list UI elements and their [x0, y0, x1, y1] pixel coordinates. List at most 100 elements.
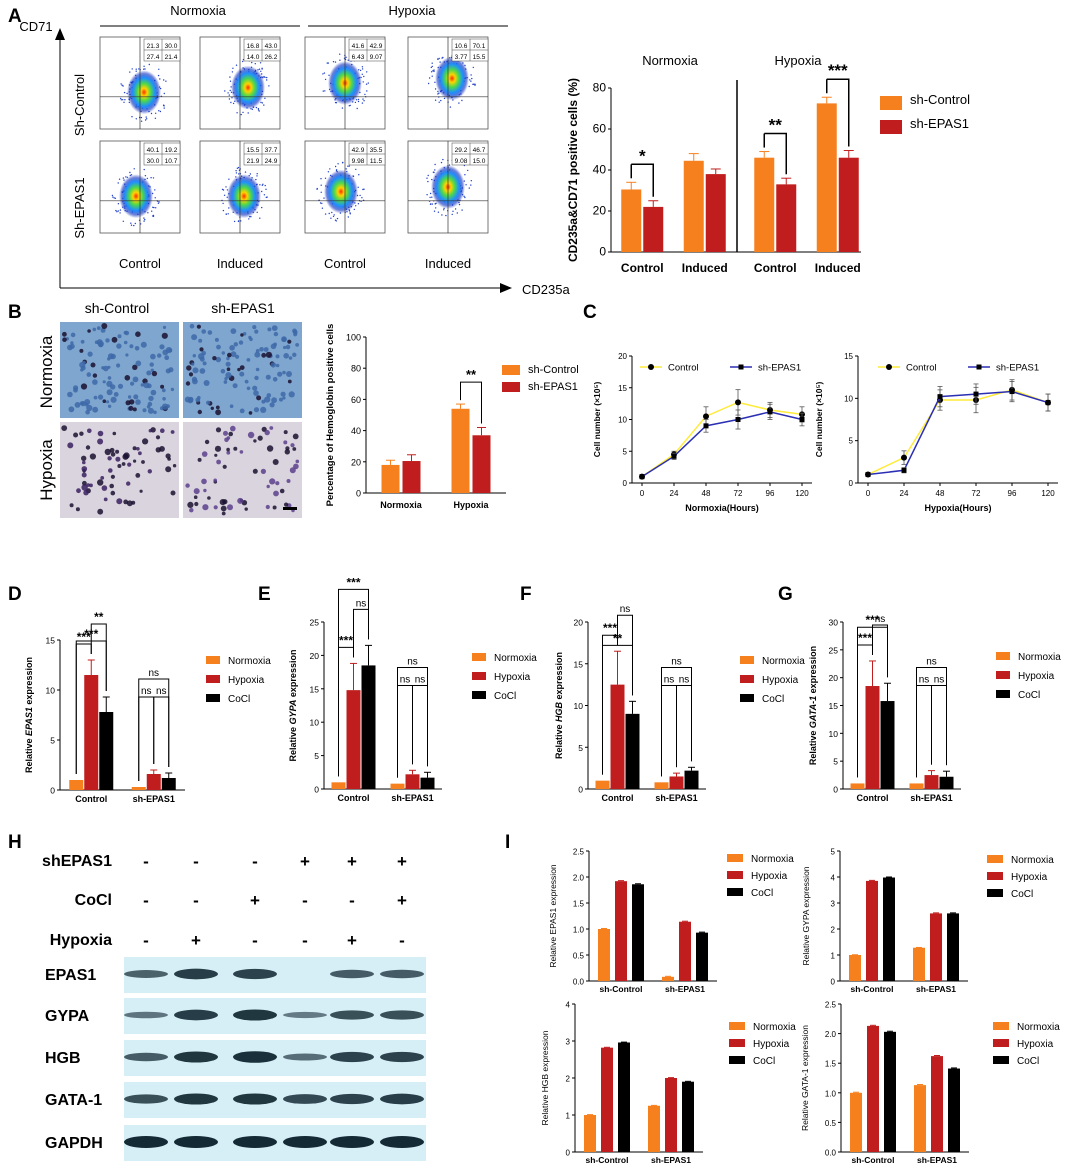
flow-event-dot — [122, 99, 124, 101]
flow-event-dot — [324, 78, 327, 81]
flow-event-dot — [432, 70, 434, 72]
quadrant-value-lr: 15.0 — [473, 158, 486, 165]
wb-condition-sign: - — [143, 852, 149, 871]
stain-cell — [230, 425, 236, 432]
wb-band — [380, 1093, 424, 1105]
x-tick-label: 96 — [766, 489, 775, 498]
stain-row-label-normoxia: Normoxia — [37, 335, 56, 408]
legend-swatch — [472, 691, 486, 699]
stain-cell — [121, 462, 126, 466]
stain-cell — [160, 428, 165, 434]
stain-cell — [81, 484, 88, 491]
stain-cell — [81, 466, 88, 472]
flow-event-dot — [266, 196, 268, 198]
legend-swatch — [206, 675, 220, 683]
significance-label: ns — [400, 674, 411, 685]
panel-label-H: H — [8, 832, 22, 853]
quadrant-value-lr: 10.7 — [165, 158, 178, 165]
flow-event-dot — [427, 174, 429, 177]
series-line-sh-epas1 — [867, 390, 1049, 476]
stain-cell — [75, 507, 80, 512]
flow-event-dot — [451, 213, 453, 216]
panel-label-I: I — [505, 832, 510, 853]
bar-hypoxia — [405, 774, 420, 789]
legend-swatch — [729, 1022, 745, 1030]
flow-event-dot — [261, 206, 263, 209]
wb-condition-sign: - — [252, 931, 258, 950]
flow-event-dot — [163, 107, 165, 109]
stain-cell — [249, 337, 253, 342]
stain-cell — [215, 356, 222, 363]
stain-cell — [284, 502, 289, 507]
category-label: Control — [621, 261, 664, 275]
stain-cell — [101, 366, 105, 370]
bar-normoxia — [850, 783, 865, 789]
stain-cell — [279, 397, 283, 402]
stain-cell — [191, 334, 198, 341]
flow-event-dot — [464, 196, 466, 199]
flow-event-dot — [365, 83, 368, 85]
legend-label: sh-Control — [528, 364, 579, 376]
stain-cell — [228, 431, 233, 437]
stain-cell — [269, 478, 276, 485]
flow-event-dot — [458, 203, 461, 206]
flow-event-dot — [228, 178, 230, 180]
stain-cell — [232, 383, 238, 389]
y-axis-label: Relative EPAS1 expression — [548, 864, 558, 968]
wb-band — [380, 1010, 424, 1020]
stain-cell — [199, 368, 206, 374]
flow-event-dot — [261, 190, 263, 193]
stain-cell — [237, 497, 244, 504]
quadrant-value-ul: 41.6 — [352, 43, 365, 50]
stain-cell — [81, 472, 87, 478]
category-label: sh-EPAS1 — [133, 794, 175, 804]
flow-event-dot — [430, 66, 432, 69]
stain-cell — [215, 409, 222, 416]
category-label: Control — [857, 793, 889, 803]
significance-label: ns — [141, 686, 152, 697]
wb-band — [380, 969, 424, 979]
flow-density-blob — [227, 174, 261, 219]
stain-cell — [198, 353, 205, 360]
flow-event-dot — [232, 67, 234, 70]
flow-event-dot — [235, 172, 238, 174]
stain-cell — [287, 379, 292, 384]
y-tick-label: 80 — [351, 364, 361, 374]
flow-event-dot — [115, 209, 117, 212]
stain-cell — [170, 430, 175, 434]
wb-condition-label: Hypoxia — [50, 932, 112, 949]
stain-cell — [162, 349, 169, 356]
stain-cell — [140, 383, 144, 387]
flow-event-dot — [143, 65, 145, 68]
flow-event-dot — [442, 56, 444, 59]
stain-cell — [246, 358, 251, 362]
stain-cell — [142, 408, 147, 413]
flow-event-dot — [152, 206, 154, 208]
wb-band-label: GYPA — [45, 1008, 90, 1025]
stain-cell — [127, 395, 132, 399]
flow-event-dot — [256, 211, 258, 213]
stain-cell — [265, 374, 271, 380]
bar-sh-control — [451, 408, 470, 493]
stain-cell — [113, 392, 119, 397]
flow-event-dot — [470, 80, 472, 82]
flow-event-dot — [247, 112, 249, 114]
bar-hypoxia — [146, 774, 161, 790]
flow-event-dot — [254, 63, 256, 65]
bar-hypoxia — [669, 776, 684, 789]
quadrant-value-lr: 21.4 — [165, 54, 178, 61]
wb-band — [330, 969, 374, 979]
panel-label-G: G — [778, 584, 793, 605]
flow-event-dot — [248, 218, 250, 220]
stain-cell — [92, 406, 99, 413]
stain-cell — [282, 396, 286, 400]
bar-cocl — [939, 776, 954, 789]
bar-hypoxia — [924, 775, 939, 789]
data-point-control — [735, 399, 741, 406]
stain-cell — [129, 344, 134, 349]
stain-cell — [247, 431, 255, 439]
y-tick-label: 20 — [351, 457, 361, 467]
stain-cell — [117, 334, 122, 339]
bar-sh-epas1 — [643, 206, 664, 252]
y-tick-label: 2.0 — [825, 1030, 837, 1039]
